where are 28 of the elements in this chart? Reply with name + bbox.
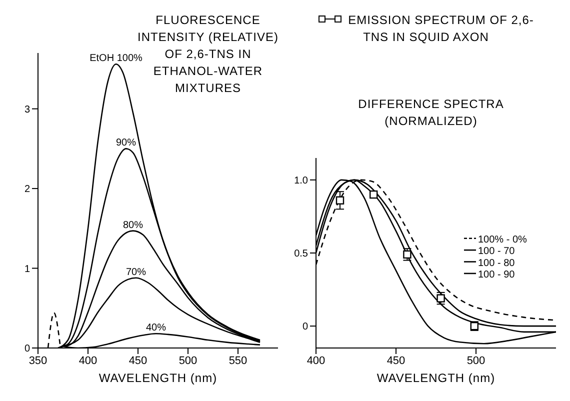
x-tick-label: 350 (28, 354, 48, 367)
y-tick-label: 1.0 (294, 175, 308, 186)
x-tick-label: 400 (78, 354, 98, 367)
legend-label: 100 - 70 (478, 246, 516, 258)
y-tick-label: 0.5 (294, 248, 308, 260)
x-tick-label: 450 (386, 354, 406, 367)
y-tick-label: 1 (24, 264, 30, 275)
x-axis-title: WAVELENGTH (nm) (376, 371, 496, 385)
legend-label: 100 - 80 (478, 258, 516, 269)
x-tick-label: 400 (306, 354, 326, 367)
x-tick-label: 500 (466, 354, 486, 367)
series-label: 70% (126, 266, 146, 278)
legend-label: EMISSION SPECTRUM OF 2,6-TNS IN SQUID AXON (347, 12, 535, 46)
x-tick-label: 450 (128, 354, 148, 367)
legend-label: 100% - 0% (478, 234, 528, 246)
series-label: EtOH 100% (90, 53, 143, 64)
legend-label: 100 - 90 (478, 269, 516, 280)
x-axis-title: WAVELENGTH (nm) (98, 371, 218, 385)
y-tick-label: 2 (24, 184, 30, 196)
chart-title: DIFFERENCE SPECTRA (NORMALIZED) (357, 96, 505, 130)
x-tick-label: 550 (228, 354, 248, 367)
series-label: 40% (146, 322, 166, 334)
x-tick-label: 500 (178, 354, 198, 367)
y-tick-label: 0 (302, 322, 308, 333)
series-label: 80% (122, 220, 144, 231)
series-label: 90% (116, 138, 136, 149)
y-tick-label: 3 (24, 104, 30, 116)
y-tick-label: 0 (24, 344, 30, 355)
